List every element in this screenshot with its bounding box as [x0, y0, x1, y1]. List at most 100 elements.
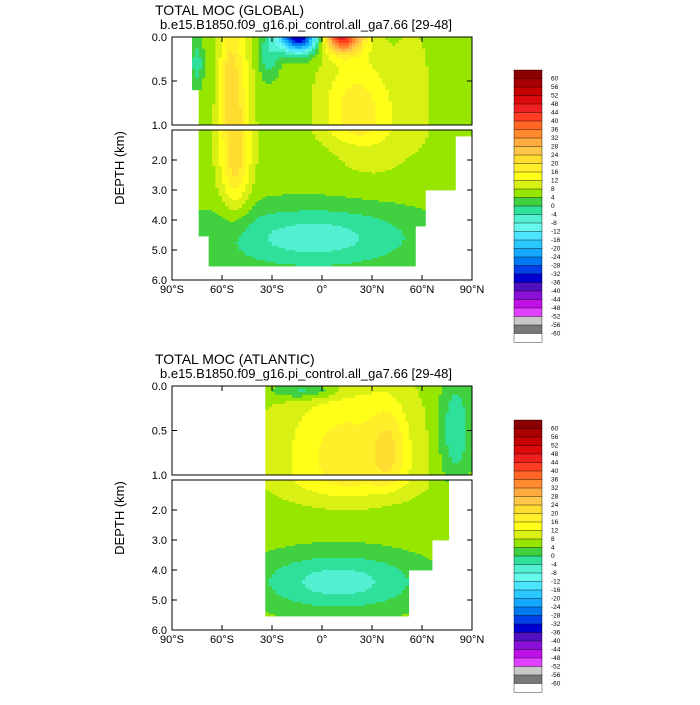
contour-cell: [355, 170, 360, 173]
contour-cell: [298, 226, 303, 229]
contour-cell: [295, 200, 300, 203]
contour-cell: [235, 63, 240, 67]
contour-cell: [235, 130, 240, 133]
contour-cell: [335, 144, 340, 147]
contour-cell: [362, 198, 366, 201]
contour-cell: [338, 72, 343, 76]
contour-cell: [328, 51, 333, 55]
contour-cell: [208, 130, 213, 133]
contour-cell: [225, 210, 230, 213]
contour-cell: [355, 57, 360, 61]
contour-cell: [348, 196, 353, 199]
contour-cell: [255, 63, 260, 67]
contour-cell: [305, 198, 310, 201]
contour-cell: [215, 218, 220, 221]
contour-cell: [245, 63, 250, 67]
contour-cell: [258, 212, 263, 215]
contour-cell: [328, 134, 333, 137]
contour-cell: [215, 54, 220, 58]
contour-cell: [325, 246, 330, 249]
contour-cell: [288, 69, 293, 73]
contour-cell: [315, 150, 320, 153]
contour-cell: [358, 260, 363, 263]
contour-cell: [215, 186, 220, 189]
contour-cell: [318, 166, 323, 169]
contour-cell: [268, 132, 273, 135]
contour-cell: [208, 248, 213, 251]
contour-cell: [218, 210, 223, 213]
contour-cell: [302, 232, 306, 235]
contour-cell: [358, 81, 363, 85]
contour-cell: [305, 254, 310, 257]
contour-cell: [245, 134, 250, 137]
contour-cell: [325, 242, 330, 245]
contour-cell: [248, 134, 253, 137]
contour-cell: [215, 101, 220, 105]
contour-cell: [322, 170, 326, 173]
contour-cell: [238, 162, 243, 165]
contour-cell: [338, 238, 343, 241]
contour-cell: [212, 214, 216, 217]
contour-cell: [248, 212, 253, 215]
contour-cell: [268, 152, 273, 155]
contour-cell: [348, 136, 353, 139]
contour-cell: [282, 132, 286, 135]
contour-cell: [255, 214, 260, 217]
contour-cell: [295, 196, 300, 199]
contour-cell: [328, 224, 333, 227]
contour-cell: [342, 218, 346, 221]
contour-cell: [345, 45, 350, 50]
contour-cell: [352, 98, 356, 102]
contour-cell: [222, 86, 226, 91]
contour-cell: [298, 154, 303, 157]
contour-cell: [258, 78, 263, 82]
contour-cell: [322, 182, 326, 185]
contour-cell: [305, 57, 310, 61]
contour-cell: [208, 262, 213, 265]
contour-cell: [308, 170, 313, 173]
contour-cell: [358, 192, 363, 195]
contour-cell: [315, 220, 320, 223]
contour-cell: [198, 110, 203, 114]
contour-cell: [358, 148, 363, 151]
contour-cell: [325, 42, 330, 47]
contour-cell: [232, 142, 236, 145]
contour-cell: [248, 45, 253, 50]
contour-cell: [212, 104, 216, 108]
contour-cell: [265, 216, 270, 219]
contour-cell: [358, 156, 363, 159]
contour-cell: [352, 238, 356, 241]
contour-cell: [252, 57, 256, 61]
contour-cell: [365, 48, 370, 53]
contour-cell: [275, 190, 280, 193]
contour-cell: [352, 248, 356, 251]
contour-cell: [355, 154, 360, 157]
contour-cell: [232, 212, 236, 215]
contour-cell: [288, 216, 293, 219]
contour-cell: [282, 72, 286, 76]
contour-cell: [218, 204, 223, 207]
contour-cell: [218, 98, 223, 102]
contour-cell: [352, 136, 356, 139]
contour-cell: [202, 178, 206, 181]
contour-cell: [315, 86, 320, 91]
contour-cell: [305, 130, 310, 133]
contour-cell: [358, 206, 363, 209]
contour-cell: [342, 72, 346, 76]
contour-cell: [272, 160, 276, 163]
contour-cell: [205, 206, 210, 209]
contour-cell: [258, 204, 263, 207]
contour-cell: [315, 57, 320, 61]
contour-cell: [285, 248, 290, 251]
contour-cell: [312, 78, 316, 82]
contour-cell: [278, 180, 283, 183]
contour-cell: [328, 198, 333, 201]
contour-cell: [228, 260, 233, 263]
contour-cell: [268, 174, 273, 177]
contour-cell: [285, 158, 290, 161]
contour-cell: [248, 122, 253, 126]
contour-cell: [328, 176, 333, 179]
contour-cell: [265, 39, 270, 44]
contour-cell: [325, 250, 330, 253]
contour-cell: [332, 258, 336, 261]
